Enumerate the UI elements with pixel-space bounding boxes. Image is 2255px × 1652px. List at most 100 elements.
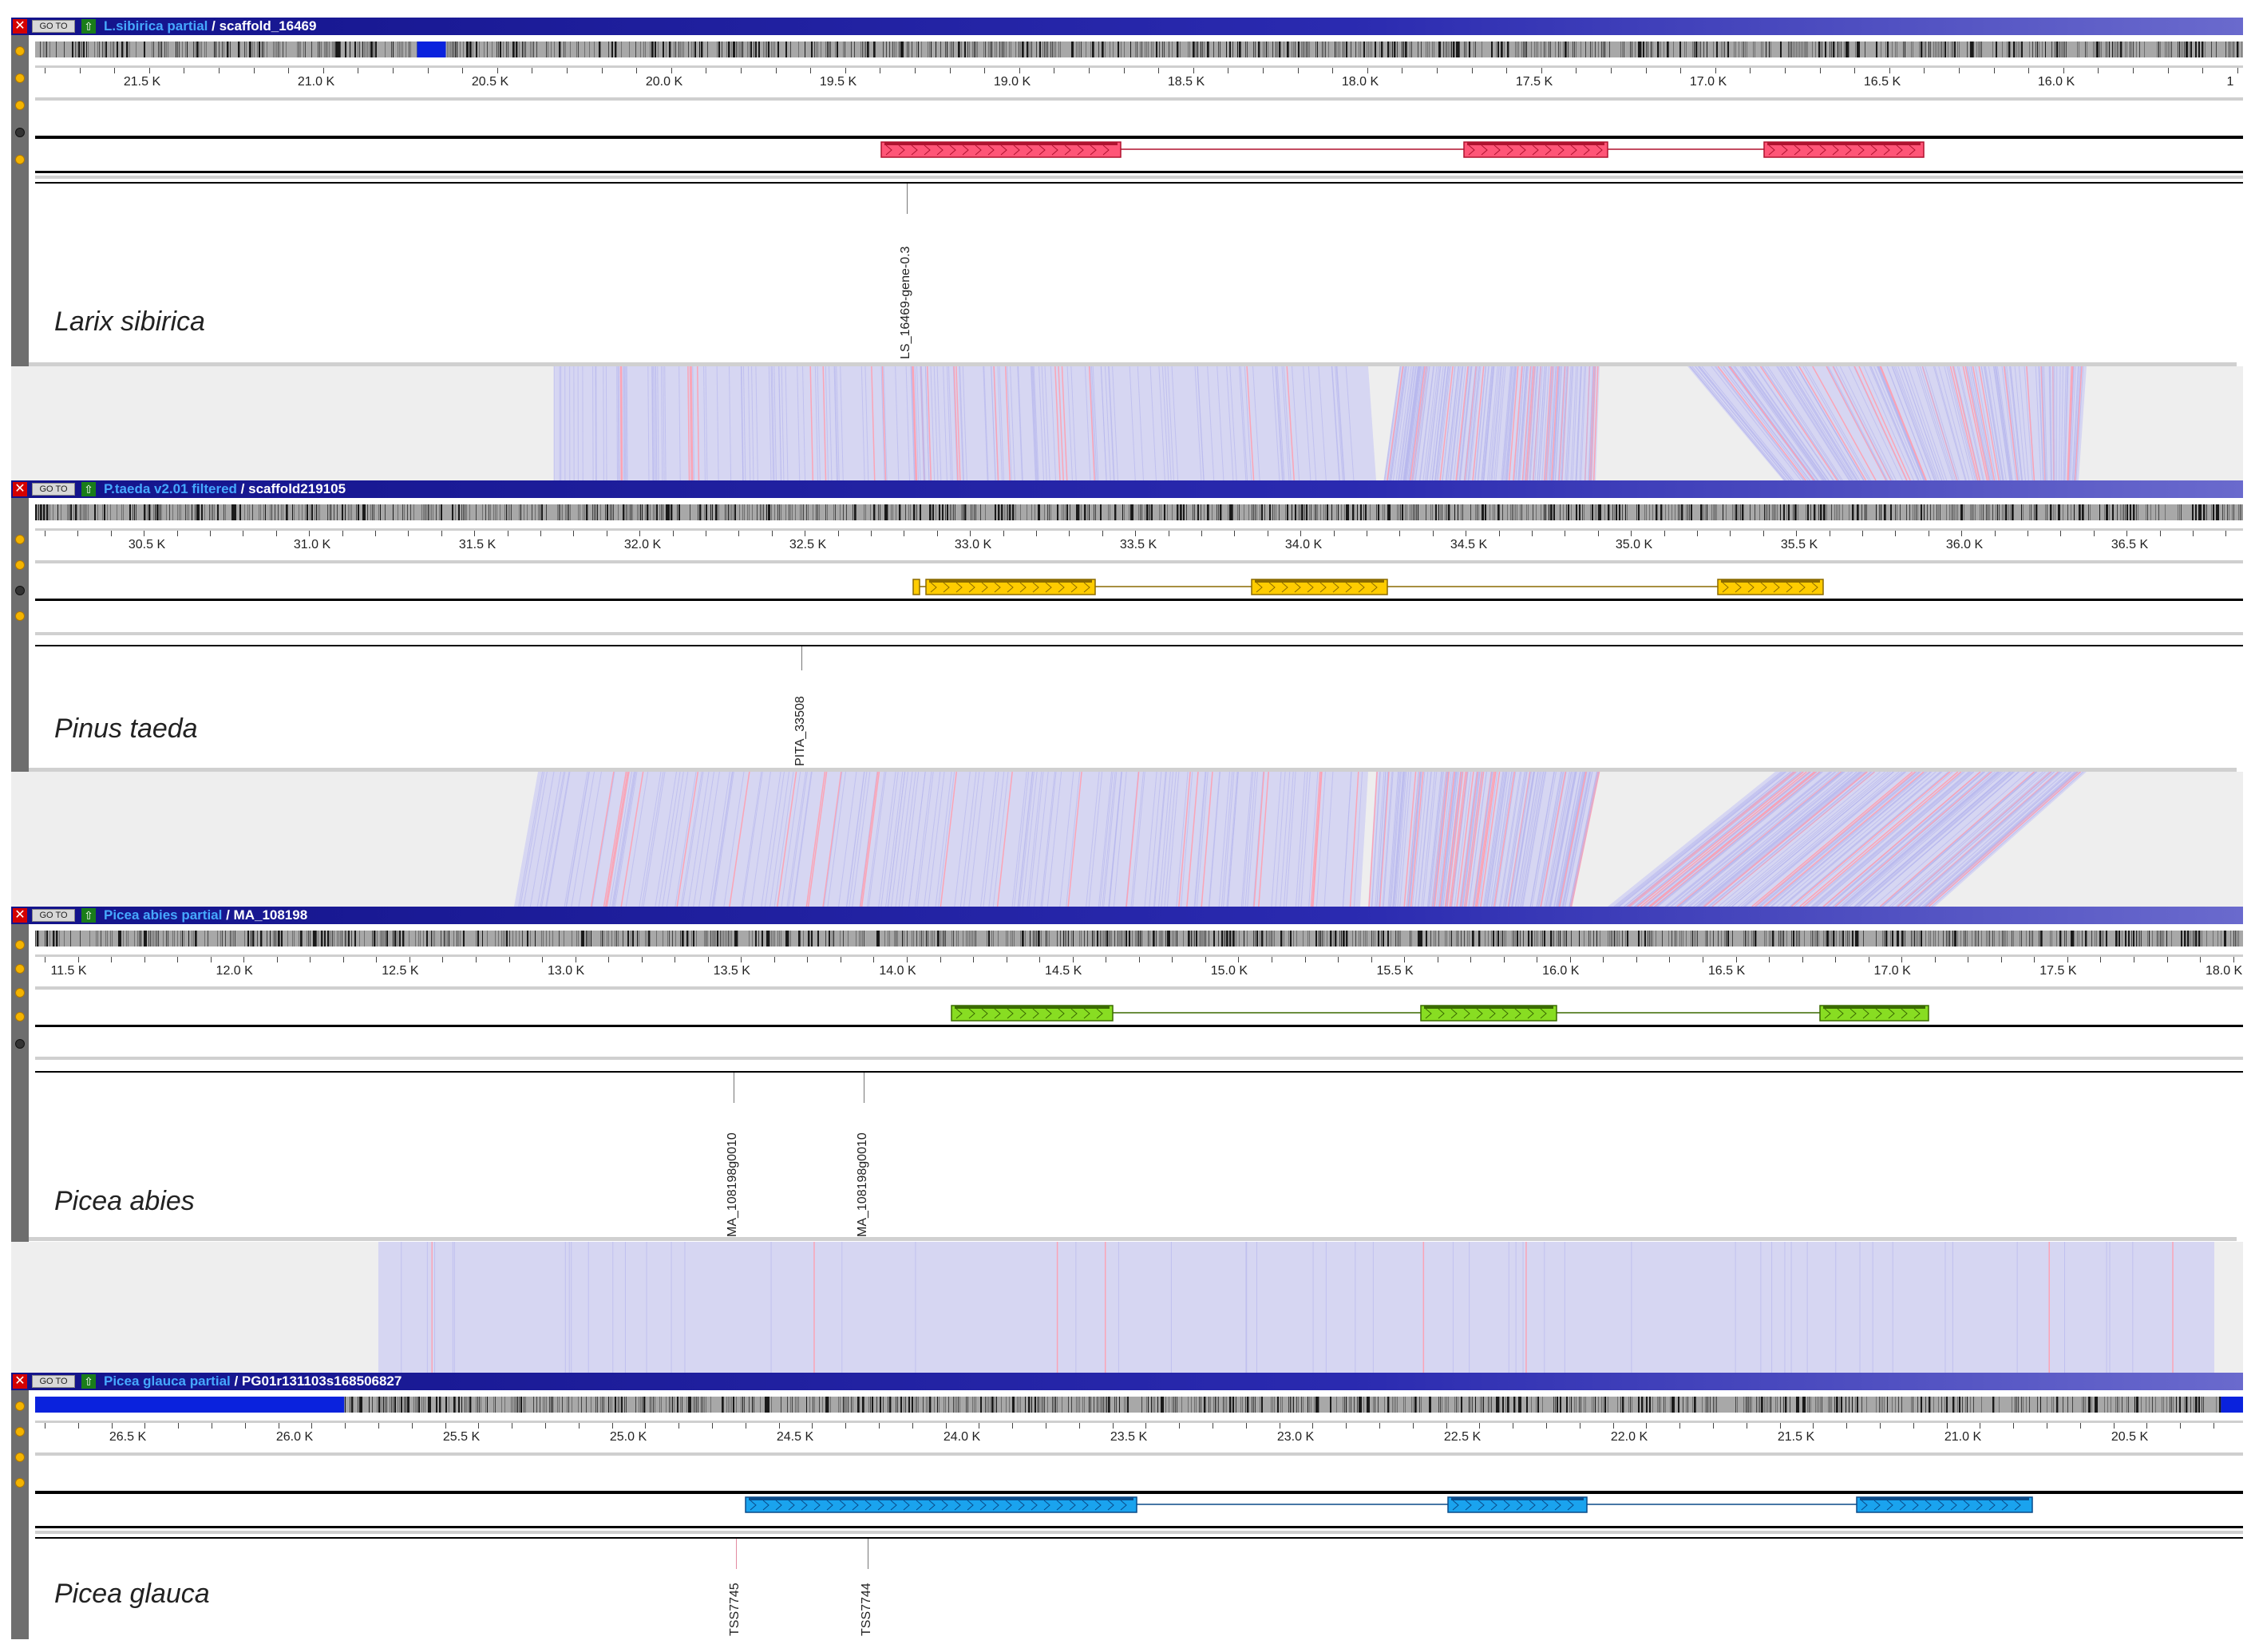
close-icon[interactable]: ✕ (13, 908, 27, 923)
exon-block[interactable] (912, 579, 920, 595)
track-toggle-icon[interactable] (15, 1039, 25, 1049)
gene-model-track[interactable] (35, 1001, 2243, 1025)
ruler-tick-label: 18.0 K (1341, 75, 1379, 89)
track-separator (35, 171, 2243, 173)
track-toggle-icon[interactable] (15, 964, 25, 974)
track-toggle-icon[interactable] (15, 46, 25, 56)
ruler-tick-label: 16.5 K (1863, 75, 1901, 89)
gene-model-track[interactable] (35, 1492, 2243, 1516)
ruler-tick-label: 17.5 K (2039, 964, 2077, 978)
scaffold-name: scaffold_16469 (219, 18, 317, 34)
track-toggle-icon[interactable] (15, 155, 25, 164)
track-separator (35, 1526, 2243, 1528)
ruler-tick-label: 21.5 K (123, 75, 161, 89)
track-toggle-icon[interactable] (15, 1401, 25, 1411)
synteny-links (11, 1242, 2243, 1373)
synteny-block[interactable] (1687, 366, 2087, 480)
ruler-tick-label: 12.5 K (382, 964, 419, 978)
annotation-label[interactable]: LS_16469-gene-0.3 (899, 246, 912, 359)
close-icon[interactable]: ✕ (13, 1374, 27, 1389)
dataset-name[interactable]: Picea glauca partial (104, 1373, 231, 1389)
close-icon[interactable]: ✕ (13, 19, 27, 34)
ruler-tick-label: 12.0 K (216, 964, 253, 978)
annotation-marker (907, 184, 908, 214)
coordinate-ruler[interactable]: 21.5 K 21.0 K 20.5 K 20.0 K 19.5 K 19.0 K 18.5… (35, 65, 2243, 101)
gene-model-track[interactable] (35, 137, 2243, 161)
ruler-tick-label: 25.5 K (442, 1430, 481, 1444)
track-separator (35, 136, 2243, 139)
track-toggle-icon[interactable] (15, 940, 25, 950)
coordinate-ruler[interactable]: 26.5 K 26.0 K 25.5 K 25.0 K 24.5 K 24.0 K 23.5… (35, 1421, 2243, 1456)
track-separator (35, 599, 2243, 601)
track-toggle-icon[interactable] (15, 1427, 25, 1437)
goto-button[interactable]: GO TO (32, 20, 75, 33)
ruler-tick-label: 31.0 K (293, 538, 331, 551)
coordinate-ruler[interactable]: 11.5 K 12.0 K 12.5 K 13.0 K 13.5 K 14.0 K 14.5… (35, 954, 2243, 990)
track-toggle-icon[interactable] (15, 988, 25, 998)
close-icon[interactable]: ✕ (13, 482, 27, 496)
density-track[interactable] (35, 1397, 2243, 1413)
panel-title[interactable]: P.taeda v2.01 filtered / scaffold219105 (104, 481, 346, 496)
synteny-block[interactable] (378, 1242, 2214, 1373)
track-separator (35, 1537, 2243, 1539)
goto-button[interactable]: GO TO (32, 909, 75, 922)
ruler-tick-label: 21.0 K (1944, 1430, 1982, 1444)
track-separator (35, 1491, 2243, 1494)
track-toggle-icon[interactable] (15, 560, 25, 570)
gene-model-track[interactable] (35, 575, 2243, 599)
density-track[interactable] (35, 504, 2243, 520)
annotation-label[interactable]: MA_108198g0010 (726, 1132, 739, 1237)
annotation-marker (801, 646, 802, 670)
annotation-label[interactable]: TSS7745 (728, 1583, 742, 1636)
ruler-tick-label: 24.0 K (943, 1430, 981, 1444)
track-toggle-icon[interactable] (15, 101, 25, 110)
ruler-tick-label: 36.5 K (2111, 538, 2149, 551)
panel-title[interactable]: Picea glauca partial / PG01r131103s16850… (104, 1373, 402, 1389)
track-toggle-icon[interactable] (15, 128, 25, 137)
track-toggle-icon[interactable] (15, 73, 25, 83)
ruler-tick-label: 16.0 K (2037, 75, 2075, 89)
species-label: Picea abies (54, 1186, 195, 1216)
dataset-name[interactable]: P.taeda v2.01 filtered (104, 481, 237, 496)
ruler-tick-label: 16.0 K (1542, 964, 1580, 978)
ruler-tick-label: 19.5 K (819, 75, 857, 89)
ruler-tick-label: 23.5 K (1110, 1430, 1148, 1444)
ruler-tick-label: 35.5 K (1780, 538, 1818, 551)
coordinate-ruler[interactable]: 30.5 K 31.0 K 31.5 K 32.0 K 32.5 K 33.0 K 33.5… (35, 528, 2243, 563)
scaffold-name: MA_108198 (233, 907, 308, 923)
panel-title[interactable]: L.sibirica partial / scaffold_16469 (104, 18, 317, 34)
goto-button[interactable]: GO TO (32, 483, 75, 496)
track-toggle-icon[interactable] (15, 1478, 25, 1488)
dataset-name[interactable]: Picea abies partial (104, 907, 223, 923)
annotation-label[interactable]: TSS7744 (860, 1583, 873, 1636)
upload-icon[interactable]: ⇧ (81, 1374, 96, 1389)
upload-icon[interactable]: ⇧ (81, 482, 96, 496)
track-toggle-icon[interactable] (15, 535, 25, 544)
dataset-name[interactable]: L.sibirica partial (104, 18, 208, 34)
annotation-label[interactable]: MA_108198g0010 (856, 1132, 869, 1237)
panel-sidebar (11, 907, 29, 1242)
ruler-tick-label: 17.5 K (1515, 75, 1553, 89)
ruler-tick-label: 25.0 K (609, 1430, 647, 1444)
ruler-tick-label: 15.5 K (1376, 964, 1414, 978)
panel-title[interactable]: Picea abies partial / MA_108198 (104, 907, 308, 923)
upload-icon[interactable]: ⇧ (81, 19, 96, 34)
density-track[interactable] (35, 41, 2243, 57)
track-toggle-icon[interactable] (15, 586, 25, 595)
species-label: Pinus taeda (54, 713, 198, 744)
track-toggle-icon[interactable] (15, 611, 25, 621)
ruler-tick-label: 20.5 K (471, 75, 509, 89)
annotation-label[interactable]: PITA_33508 (793, 696, 807, 766)
ruler-tick-label: 17.0 K (1873, 964, 1911, 978)
panel-picea-glauca: ✕ GO TO ⇧ Picea glauca partial / PG01r13… (11, 1373, 2243, 1639)
species-label: Larix sibirica (54, 306, 205, 337)
upload-icon[interactable]: ⇧ (81, 908, 96, 923)
ruler-tick-label: 14.5 K (1045, 964, 1082, 978)
track-toggle-icon[interactable] (15, 1452, 25, 1462)
scaffold-name: PG01r131103s168506827 (241, 1373, 402, 1389)
ruler-tick-label: 15.0 K (1210, 964, 1248, 978)
goto-button[interactable]: GO TO (32, 1375, 75, 1388)
track-toggle-icon[interactable] (15, 1012, 25, 1022)
density-track[interactable] (35, 931, 2243, 947)
ruler-tick-label: 23.0 K (1276, 1430, 1315, 1444)
